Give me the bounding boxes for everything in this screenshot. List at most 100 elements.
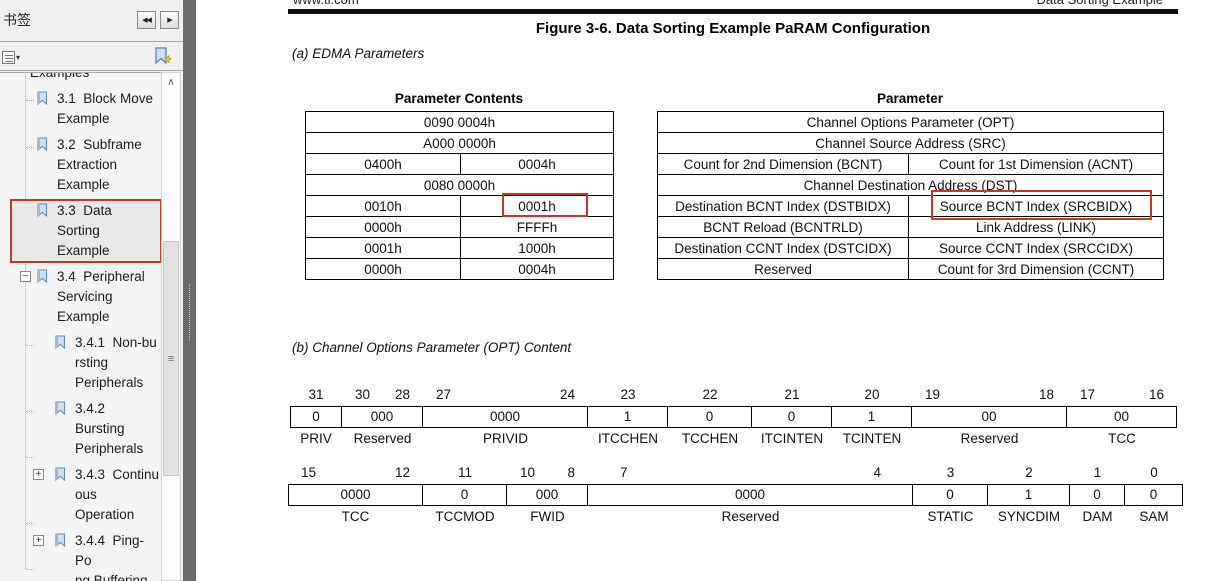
- figure-title: Figure 3-6. Data Sorting Example PaRAM C…: [535, 20, 931, 37]
- bitfield-value: 0: [667, 406, 752, 428]
- bit-numbers: 10 8: [520, 465, 575, 480]
- bitfield-priv-31: 31 0 PRIV: [290, 387, 342, 447]
- table-row: Destination BCNT Index (DSTBIDX) Source B…: [657, 195, 1164, 217]
- bookmark-label: 3.4.4 Ping-Po ng Buffering: [75, 533, 148, 581]
- table-cell: BCNT Reload (BCNTRLD): [657, 216, 909, 238]
- bookmark-label: 3.4.1 Non-bu rsting Peripherals: [75, 335, 157, 390]
- bitfield-fwid-10-8: 10 8 000 FWID: [506, 465, 588, 525]
- table-row: Channel Destination Address (DST): [657, 174, 1164, 196]
- bitfield-tccmod-11: 11 0 TCCMOD: [422, 465, 507, 525]
- table-cell: 0080 0000h: [304, 174, 615, 196]
- bit-numbers: 27 24: [436, 387, 575, 402]
- right-arrow-icon[interactable]: ▶: [160, 11, 179, 29]
- bitfield-name: Reserved: [721, 509, 780, 524]
- bitfield-static-3: 3 0 STATIC: [912, 465, 988, 525]
- bookmark-item-3-1[interactable]: 3.1 Block Move Example: [12, 89, 160, 129]
- bookmark-label: 3.4.2 Bursting Peripherals: [75, 401, 144, 456]
- document-page: www.ti.com Data Sorting Example Figure 3…: [196, 0, 1228, 581]
- bitfield-dam-1: 1 0 DAM: [1069, 465, 1125, 525]
- bitfield-name: STATIC: [927, 509, 974, 524]
- bookmark-item-3-4-1[interactable]: 3.4.1 Non-bu rsting Peripherals: [12, 333, 160, 393]
- param-table-title: Parameter: [876, 91, 944, 106]
- bookmark-item-3-4-3[interactable]: +3.4.3 Continu ous Operation: [12, 465, 160, 525]
- bitfield-tcinten-20: 20 1 TCINTEN: [831, 387, 912, 447]
- header-website-text: www.ti.com: [293, 0, 359, 7]
- table-cell: Count for 2nd Dimension (BCNT): [657, 153, 909, 175]
- parameter-contents-table: 0090 0004h A000 0000h 0400h 0004h 0080 0000h…: [304, 111, 615, 280]
- bitfield-syncdim-2: 2 1 SYNCDIM: [987, 465, 1070, 525]
- bookmark-item-examples[interactable]: Examples: [12, 73, 160, 83]
- table-cell: 0004h: [459, 258, 615, 280]
- table-cell: 0090 0004h: [304, 111, 615, 133]
- bitfield-value: 0: [290, 406, 342, 428]
- panel-splitter[interactable]: [183, 0, 196, 581]
- table-cell: Channel Source Address (SRC): [657, 132, 1164, 154]
- parameter-table: Channel Options Parameter (OPT) Channel S…: [657, 111, 1164, 280]
- bit-numbers: 31: [308, 387, 324, 402]
- scroll-up-arrow-icon[interactable]: ∧: [163, 74, 179, 92]
- bit-numbers: 19 18: [925, 387, 1054, 402]
- bookmark-label: 3.2 Subframe Extraction Example: [57, 137, 142, 192]
- bookmark-label: 3.3 Data Sorting Example: [57, 203, 112, 258]
- table-cell: Reserved: [657, 258, 909, 280]
- table-row: 0010h 0001h: [305, 195, 615, 217]
- bitfield-value: 0000: [587, 484, 913, 506]
- table-row: Destination CCNT Index (DSTCIDX) Source C…: [657, 237, 1164, 259]
- bitfield-name: ITCINTEN: [760, 431, 824, 446]
- expand-icon[interactable]: +: [33, 469, 44, 480]
- table-row: BCNT Reload (BCNTRLD) Link Address (LINK): [657, 216, 1164, 238]
- bitfield-name: TCCMOD: [435, 509, 495, 524]
- bookmark-add-icon[interactable]: [151, 46, 173, 68]
- header-rule: [288, 9, 1178, 14]
- bitfield-name: FWID: [530, 509, 565, 524]
- bitfield-reserved-30-28: 30 28 000 Reserved: [341, 387, 423, 447]
- bitfield-name: PRIVID: [482, 431, 528, 446]
- double-left-arrow-icon[interactable]: ◀◀: [137, 11, 156, 29]
- header-chapter-text: Data Sorting Example: [1037, 0, 1163, 7]
- bookmark-icon: [35, 269, 50, 284]
- bookmark-item-3-4-2[interactable]: 3.4.2 Bursting Peripherals: [12, 399, 160, 459]
- bitfield-name: TCINTEN: [842, 431, 902, 446]
- bit-numbers: 3: [946, 465, 955, 480]
- bitfield-tcchen-22: 22 0 TCCHEN: [667, 387, 752, 447]
- bitfield-value: 1: [831, 406, 912, 428]
- bookmark-icon: [53, 533, 68, 548]
- bookmark-item-3-4[interactable]: − 3.4 Peripheral Servicing Example: [12, 267, 160, 327]
- list-menu-dropdown-icon[interactable]: ▾: [2, 49, 24, 65]
- bitfield-value: 00: [911, 406, 1067, 428]
- bit-numbers: 11: [457, 465, 472, 480]
- bitfield-reserved-19-18: 19 18 00 Reserved: [911, 387, 1067, 447]
- table-cell: Destination CCNT Index (DSTCIDX): [657, 237, 909, 259]
- bitfield-name: Reserved: [960, 431, 1019, 446]
- table-row: 0080 0000h: [304, 174, 615, 196]
- bookmark-icon: [53, 467, 68, 482]
- table-cell: Channel Options Parameter (OPT): [657, 111, 1164, 133]
- contents-table-title: Parameter Contents: [394, 91, 524, 106]
- bit-numbers: 23: [620, 387, 636, 402]
- bookmark-item-3-3[interactable]: 3.3 Data Sorting Example: [12, 201, 160, 261]
- table-cell: 0004h: [459, 153, 615, 175]
- bitfield-value: 1: [987, 484, 1070, 506]
- bit-numbers: 15 12: [301, 465, 410, 480]
- bitfield-tcc-15-12: 15 12 0000 TCC: [288, 465, 423, 525]
- table-row: 0000h FFFFh: [305, 216, 615, 238]
- bookmark-item-3-4-4[interactable]: +3.4.4 Ping-Po ng Buffering: [12, 531, 160, 581]
- bookmark-icon: [35, 91, 50, 106]
- bitfield-name: Reserved: [353, 431, 412, 446]
- scrollbar-grip-icon: ≡: [167, 352, 175, 365]
- table-row: Reserved Count for 3rd Dimension (CCNT): [657, 258, 1164, 280]
- table-cell: Link Address (LINK): [908, 216, 1164, 238]
- scrollbar-thumb[interactable]: ≡: [163, 241, 179, 476]
- bitfield-name: TCC: [1108, 431, 1136, 446]
- collapse-icon[interactable]: −: [20, 271, 31, 282]
- table-cell: Destination BCNT Index (DSTBIDX): [657, 195, 909, 217]
- bitfield-name: PRIV: [300, 431, 332, 446]
- bookmark-item-3-2[interactable]: 3.2 Subframe Extraction Example: [12, 135, 160, 195]
- table-cell: 0010h: [305, 195, 461, 217]
- expand-icon[interactable]: +: [33, 535, 44, 546]
- table-row: 0000h 0004h: [305, 258, 615, 280]
- page-running-header: www.ti.com Data Sorting Example: [196, 0, 1228, 7]
- bookmarks-scrollbar[interactable]: ∧ ≡: [161, 72, 181, 581]
